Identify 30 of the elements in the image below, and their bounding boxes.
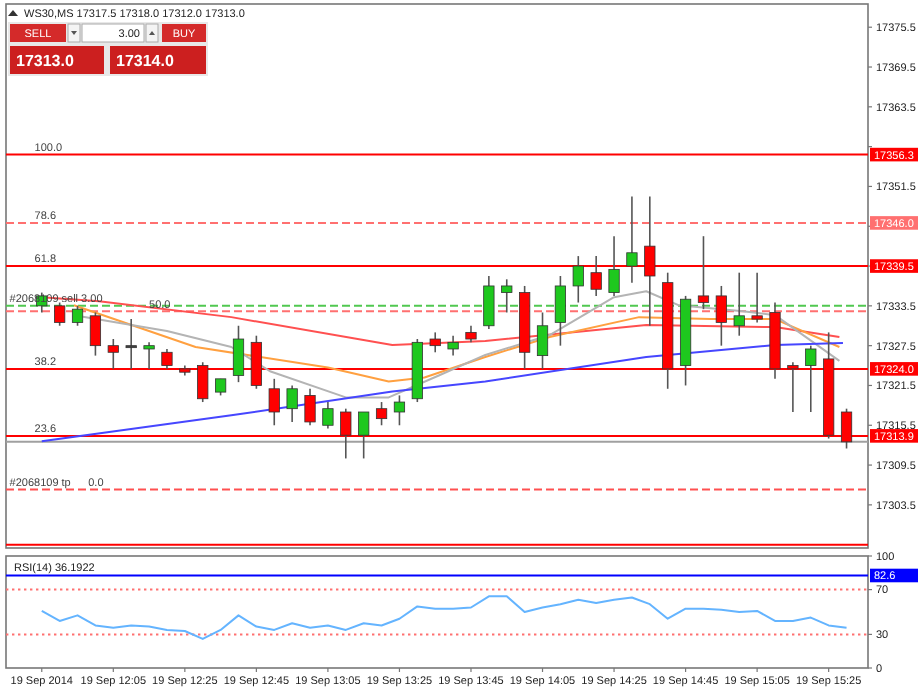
candlestick <box>232 324 245 383</box>
line-series <box>40 595 848 640</box>
candlestick <box>304 387 316 427</box>
annotation: 17313.0 <box>16 52 75 70</box>
candlestick <box>483 275 495 330</box>
candlestick <box>358 411 370 460</box>
annotation: 17314.0 <box>116 52 175 70</box>
candlestick <box>71 305 84 327</box>
candlestick <box>501 278 513 314</box>
candlestick <box>429 331 441 354</box>
line-series <box>72 304 841 383</box>
candlestick <box>268 378 280 427</box>
candlestick <box>125 318 137 370</box>
candlestick <box>536 311 549 370</box>
candlestick <box>733 271 745 337</box>
candlestick <box>751 271 763 324</box>
candlestick <box>89 311 102 357</box>
candlestick <box>54 301 66 327</box>
candlestick <box>572 255 584 304</box>
candlestick <box>322 401 334 430</box>
candlestick <box>805 344 817 413</box>
candlestick <box>375 401 388 427</box>
candlestick <box>715 285 727 347</box>
candlestick <box>608 235 620 297</box>
candlestick <box>626 195 638 284</box>
candlestick <box>393 394 406 427</box>
candlestick <box>447 334 459 357</box>
candlestick <box>286 384 298 423</box>
candlestick <box>554 275 566 347</box>
candlestick <box>143 341 155 370</box>
